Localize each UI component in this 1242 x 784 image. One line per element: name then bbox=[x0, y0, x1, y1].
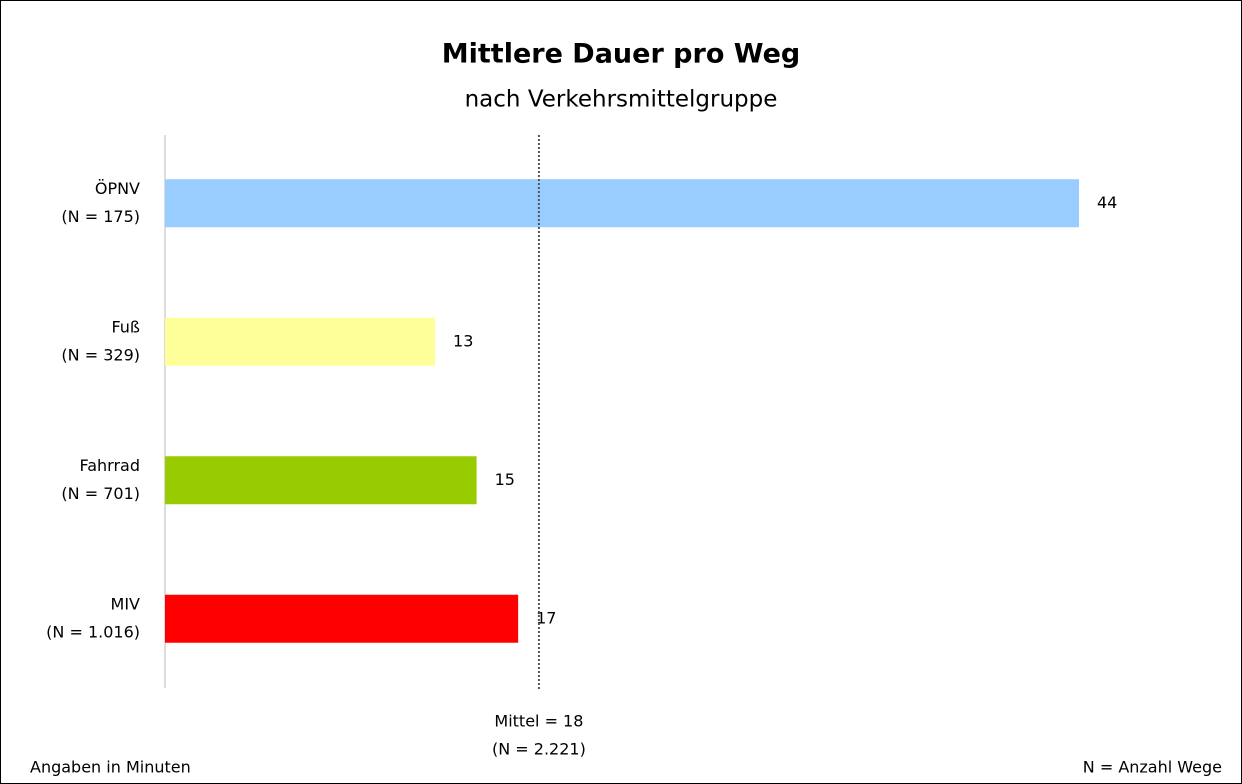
category-label: MIV bbox=[111, 594, 141, 613]
footnote: Angaben in Minuten bbox=[30, 758, 191, 777]
value-label: 44 bbox=[1097, 193, 1117, 212]
bar bbox=[165, 456, 477, 505]
category-count: (N = 175) bbox=[61, 207, 140, 226]
category-label: ÖPNV bbox=[95, 179, 140, 198]
footnote: N = Anzahl Wege bbox=[1083, 758, 1222, 777]
category-label: Fuß bbox=[111, 317, 140, 336]
category-label: Fahrrad bbox=[79, 456, 140, 475]
category-count: (N = 1.016) bbox=[46, 622, 140, 641]
bar bbox=[165, 594, 519, 643]
bar bbox=[165, 317, 436, 366]
value-label: 13 bbox=[453, 331, 473, 350]
category-count: (N = 701) bbox=[61, 484, 140, 503]
category-count: (N = 329) bbox=[61, 345, 140, 364]
chart-subtitle: nach Verkehrsmittelgruppe bbox=[465, 87, 778, 113]
value-label: 15 bbox=[495, 470, 515, 489]
value-label: 17 bbox=[536, 608, 556, 627]
mean-label: Mittel = 18 bbox=[494, 712, 583, 731]
bar bbox=[165, 179, 1079, 228]
mean-count: (N = 2.221) bbox=[492, 740, 586, 759]
chart-title: Mittlere Dauer pro Weg bbox=[442, 39, 800, 70]
